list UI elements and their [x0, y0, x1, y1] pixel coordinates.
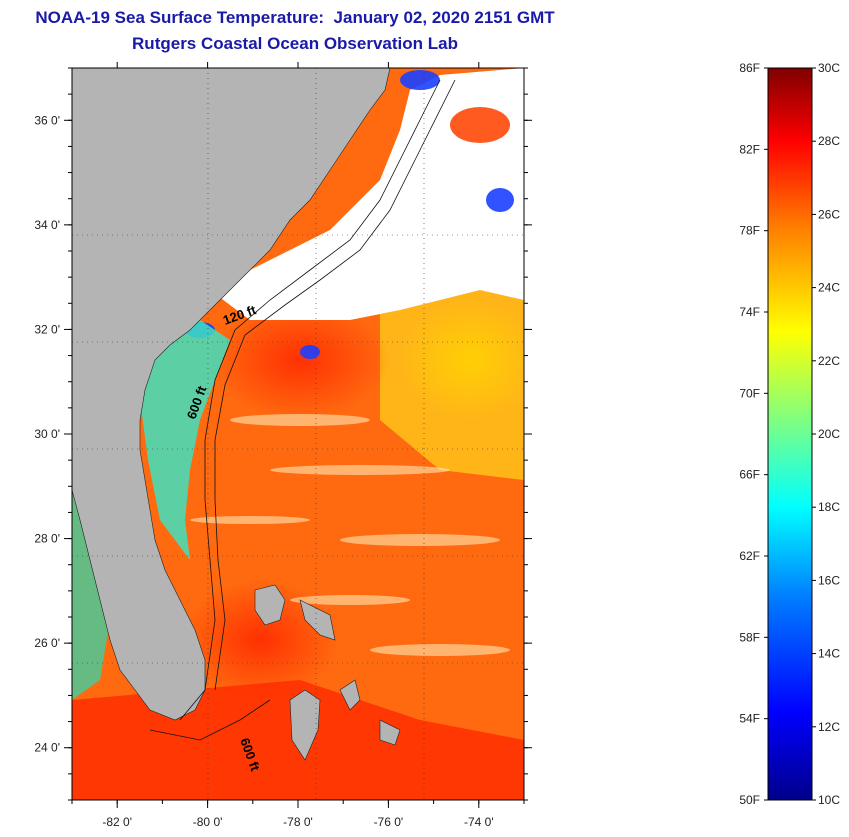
- colorbar-c-label: 22C: [818, 354, 840, 368]
- lat-tick-label: 24 0': [34, 741, 60, 755]
- colorbar-c-label: 10C: [818, 793, 840, 807]
- graticule: [72, 68, 524, 800]
- colorbar-fahrenheit-labels: 86F 82F 78F 74F 70F 66F 62F 58F 54F 50F: [739, 61, 768, 807]
- hot-patch-north: [210, 300, 390, 420]
- colorbar-f-label: 62F: [739, 549, 760, 563]
- lat-tick-label: 28 0': [34, 532, 60, 546]
- colorbar-c-label: 18C: [818, 500, 840, 514]
- colorbar-c-label: 24C: [818, 281, 840, 295]
- colorbar-f-label: 58F: [739, 630, 760, 644]
- lat-tick-label: 36 0': [34, 113, 60, 127]
- colorbar-f-label: 70F: [739, 386, 760, 400]
- cloud-mask-north: [210, 68, 524, 320]
- depth-contours: [149, 79, 456, 741]
- longitude-axis: -82 0' -80 0' -78 0' -76 0' -74 0': [71, 62, 525, 829]
- lon-tick-label: -80 0': [193, 815, 223, 829]
- lat-tick-label: 30 0': [34, 427, 60, 441]
- cloud-streaks: [190, 414, 510, 656]
- lat-tick-label: 32 0': [34, 322, 60, 336]
- colorbar: [767, 67, 813, 801]
- lon-tick-label: -74 0': [464, 815, 494, 829]
- latitude-axis: 36 0' 34 0' 32 0' 30 0' 28 0' 26 0' 24 0': [34, 67, 532, 801]
- colorbar-c-label: 30C: [818, 61, 840, 75]
- colorbar-f-label: 54F: [739, 712, 760, 726]
- lon-tick-label: -82 0': [102, 815, 132, 829]
- colorbar-celsius-labels: 30C 28C 26C 24C 22C 20C 18C 16C 14C 12C 10C: [812, 61, 840, 807]
- land-bahamas: [254, 584, 401, 761]
- lat-tick-label: 34 0': [34, 218, 60, 232]
- colorbar-c-label: 28C: [818, 134, 840, 148]
- colorbar-f-label: 86F: [739, 61, 760, 75]
- map-subtitle: Rutgers Coastal Ocean Observation Lab: [132, 34, 458, 53]
- warm-patch: [400, 300, 524, 420]
- colorbar-c-label: 26C: [818, 207, 840, 221]
- hot-patch: [180, 580, 340, 700]
- colorbar-c-label: 12C: [818, 720, 840, 734]
- lat-tick-label: 26 0': [34, 636, 60, 650]
- gulf-cool-band: [72, 490, 110, 700]
- lon-tick-label: -78 0': [283, 815, 313, 829]
- colorbar-c-label: 16C: [818, 573, 840, 587]
- colorbar-f-label: 78F: [739, 224, 760, 238]
- land-southeast-us: [72, 68, 391, 721]
- colorbar-f-label: 66F: [739, 468, 760, 482]
- colorbar-c-label: 20C: [818, 427, 840, 441]
- colorbar-f-label: 74F: [739, 305, 760, 319]
- sst-map-field: [72, 68, 524, 800]
- colorbar-f-label: 82F: [739, 142, 760, 156]
- coastal-cool-band: [140, 320, 230, 560]
- colorbar-f-label: 50F: [739, 793, 760, 807]
- warm-patch-ne: [450, 107, 510, 143]
- lon-tick-label: -76 0': [374, 815, 404, 829]
- colorbar-c-label: 14C: [818, 647, 840, 661]
- map-title: NOAA-19 Sea Surface Temperature: January…: [35, 8, 555, 27]
